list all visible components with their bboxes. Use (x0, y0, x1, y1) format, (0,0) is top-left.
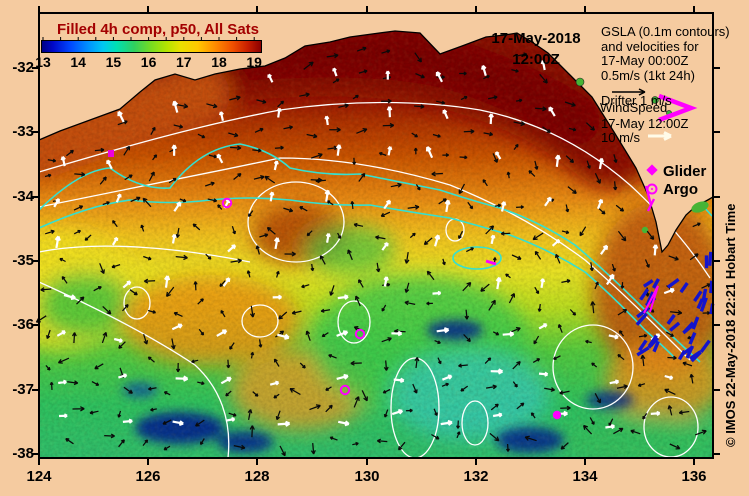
gsla-info-line3: 17-May 00:00Z (601, 53, 689, 68)
gsla-info-line1: GSLA (0.1m contours) (601, 24, 730, 39)
glider-legend-icon (646, 164, 658, 176)
gsla-info-line4: 0.5m/s (1kt 24h) (601, 68, 695, 83)
x-axis-label: 134 (572, 468, 598, 485)
platform-markers (108, 150, 659, 420)
colorbar-label: 13 (35, 54, 51, 70)
glider-marker (485, 259, 497, 266)
colorbar-label: 17 (176, 54, 192, 70)
wind-scale-arrow (648, 131, 672, 141)
land-australia (38, 13, 714, 254)
drifter-scale-arrow (658, 93, 698, 123)
windspeed-label: WindSpeed (600, 100, 668, 115)
y-axis-label: -32 (12, 59, 34, 76)
drifter-scale-label: Drifter 1 m/s (601, 93, 672, 108)
y-axis-label: -35 (12, 252, 34, 269)
colorbar-label: 19 (246, 54, 262, 70)
x-axis-label: 132 (463, 468, 489, 485)
y-axis-label: -37 (12, 381, 34, 398)
plot-title: Filled 4h comp, p50, All Sats (57, 21, 259, 38)
current-vectors (35, 46, 711, 457)
y-axis-label: -38 (12, 445, 34, 462)
y-axis-label: -33 (12, 123, 34, 140)
y-axis-label: -36 (12, 316, 34, 333)
x-axis-label: 136 (681, 468, 707, 485)
legend-icons (612, 88, 698, 195)
map-time: 12:00Z (512, 51, 560, 68)
argo-legend-icon (646, 183, 658, 195)
glider-legend-label: Glider (663, 163, 707, 180)
argo-legend-label: Argo (663, 181, 698, 198)
colorbar-label: 16 (140, 54, 157, 70)
drifter-vectors (635, 251, 715, 363)
plot-frame (38, 12, 714, 459)
map-date: 17-May-2018 (491, 30, 581, 47)
coastal-shallows (575, 77, 709, 234)
colorbar-label: 15 (105, 54, 122, 70)
colorbar-label: 14 (70, 54, 86, 70)
velocity-scale-arrow (612, 88, 646, 96)
coastline (38, 30, 714, 254)
y-axis-label: -34 (12, 188, 34, 205)
wind-speed-label: 10 m/s (601, 130, 641, 145)
imos-credit: © IMOS 22-May-2018 22:21 Hobart Time (723, 203, 738, 447)
argo-marker (339, 384, 351, 396)
x-axis-label: 128 (244, 468, 270, 485)
axis-ticks (32, 6, 720, 465)
argo-marker (354, 328, 366, 340)
colorbar (41, 40, 262, 53)
argo-marker (221, 197, 233, 209)
glider-marker (108, 150, 114, 157)
glider-marker (552, 410, 562, 420)
wind-vectors (53, 59, 675, 430)
gsla-info-line2: and velocities for (601, 39, 699, 54)
colorbar-label: 18 (211, 54, 227, 70)
x-axis-label: 126 (135, 468, 161, 485)
wind-date-label: 17-May 12:00Z (601, 116, 689, 131)
gsla-white-contours (39, 101, 711, 458)
x-axis-label: 130 (354, 468, 380, 485)
drifter-arrow (643, 285, 659, 314)
x-axis-label: 124 (26, 468, 52, 485)
